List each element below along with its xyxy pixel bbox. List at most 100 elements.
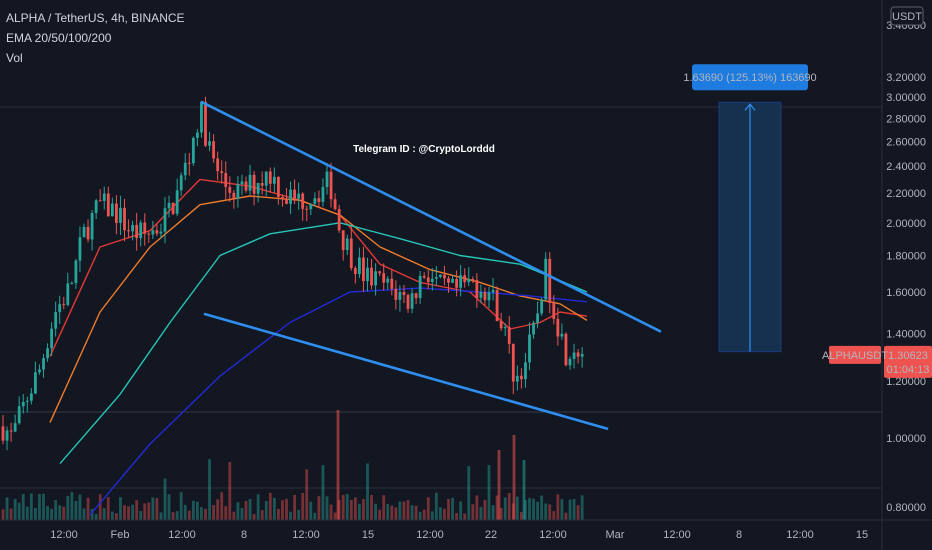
volume-bar <box>66 495 70 520</box>
volume-bar <box>208 459 211 520</box>
volume-bar <box>560 499 564 520</box>
volume-bar <box>236 502 240 520</box>
volume-bar <box>382 495 386 520</box>
candle-body <box>187 162 191 164</box>
volume-bar <box>25 506 29 520</box>
volume-bar <box>196 501 199 520</box>
volume-bar <box>29 493 33 520</box>
candle-body <box>74 260 78 284</box>
volume-bar <box>499 508 503 520</box>
candle-body <box>491 289 495 293</box>
candle-body <box>34 372 37 394</box>
volume-bar <box>353 497 357 520</box>
volume-bar <box>62 506 66 520</box>
candle-body <box>455 279 458 288</box>
volume-bar <box>264 500 268 520</box>
candle-body <box>277 176 280 197</box>
volume-bar <box>252 513 256 520</box>
volume-bar <box>289 511 292 520</box>
candle-body <box>556 318 560 337</box>
candle-body <box>38 369 41 373</box>
candle-body <box>374 271 377 286</box>
candle-body <box>479 292 483 298</box>
time-tick-label: 12:00 <box>539 529 567 541</box>
candle-body <box>426 277 430 282</box>
candle-body <box>179 175 183 191</box>
candle-body <box>329 171 333 200</box>
candle-body <box>394 288 398 300</box>
measure-label-text: 1.63690 (125.13%) 163690 <box>683 72 816 84</box>
candle-body <box>475 280 479 298</box>
target-projection <box>718 101 782 353</box>
volume-bar <box>528 498 531 520</box>
candle-body <box>248 174 252 191</box>
volume-bar <box>110 511 114 520</box>
symbol-tag[interactable] <box>829 345 881 364</box>
volume-bar <box>394 507 398 520</box>
last-price-value: 1.30623 <box>888 350 928 362</box>
candle-body <box>200 101 203 133</box>
trendlines[interactable] <box>200 100 662 430</box>
candle-body <box>285 198 288 204</box>
candle-body <box>345 238 349 251</box>
candle-body <box>463 275 467 283</box>
volume-bar <box>151 497 155 520</box>
resistance-trendline[interactable] <box>200 100 662 333</box>
volume-bar <box>507 493 511 520</box>
candle-body <box>281 196 284 199</box>
volume-spike <box>336 410 340 520</box>
volume-bar <box>491 505 495 520</box>
time-tick-label: 12:00 <box>168 529 196 541</box>
candle-body <box>528 334 531 363</box>
volume-bar <box>398 501 402 520</box>
volume-bar <box>50 508 53 520</box>
volume-bar <box>102 508 106 520</box>
last-price-tag[interactable] <box>884 345 932 378</box>
volume-bar <box>78 494 82 520</box>
volume-bar <box>127 506 130 520</box>
volume-bar <box>90 508 94 520</box>
volume-bar <box>402 501 406 520</box>
time-tick-label: Mar <box>606 529 625 541</box>
volume-bar <box>487 464 491 520</box>
ema50-line <box>49 195 588 423</box>
candle-body <box>135 224 139 239</box>
candle-body <box>272 176 276 184</box>
candle-body <box>102 193 106 201</box>
volume-bar <box>179 492 183 520</box>
measure-label-box[interactable] <box>692 64 808 91</box>
ema-indicator-label[interactable]: EMA 20/50/100/200 <box>6 31 112 45</box>
candle-body <box>333 199 337 210</box>
candle-body <box>147 233 151 235</box>
volume-bar <box>232 511 236 520</box>
currency-button[interactable] <box>890 6 924 26</box>
candle-body <box>171 202 175 214</box>
volume-indicator-label[interactable]: Vol <box>6 51 23 65</box>
price-axis[interactable] <box>882 0 932 550</box>
support-trendline[interactable] <box>203 312 609 430</box>
volume-bar <box>515 496 519 520</box>
candle-body <box>406 295 410 309</box>
volume-bar <box>426 497 430 520</box>
price-tick-label: 2.60000 <box>886 136 926 148</box>
volume-bar <box>366 463 369 520</box>
volume-bar <box>455 512 458 520</box>
symbol-title[interactable]: ALPHA / TetherUS, 4h, BINANCE <box>6 11 185 25</box>
candle-body <box>430 278 434 282</box>
candle-body <box>309 203 313 210</box>
candle-body <box>552 302 556 319</box>
volume-bar <box>115 513 118 520</box>
candle-body <box>325 171 329 187</box>
volume-bar <box>248 498 252 520</box>
volume-bar <box>345 494 349 520</box>
bar-countdown: 01:04:13 <box>887 364 930 376</box>
volume-bar <box>362 499 365 520</box>
candle-body <box>1 426 5 441</box>
candle-body <box>313 198 317 204</box>
volume-bar <box>548 504 552 520</box>
candle-body <box>515 375 519 382</box>
volume-bar <box>305 469 309 520</box>
candle-body <box>159 231 163 234</box>
